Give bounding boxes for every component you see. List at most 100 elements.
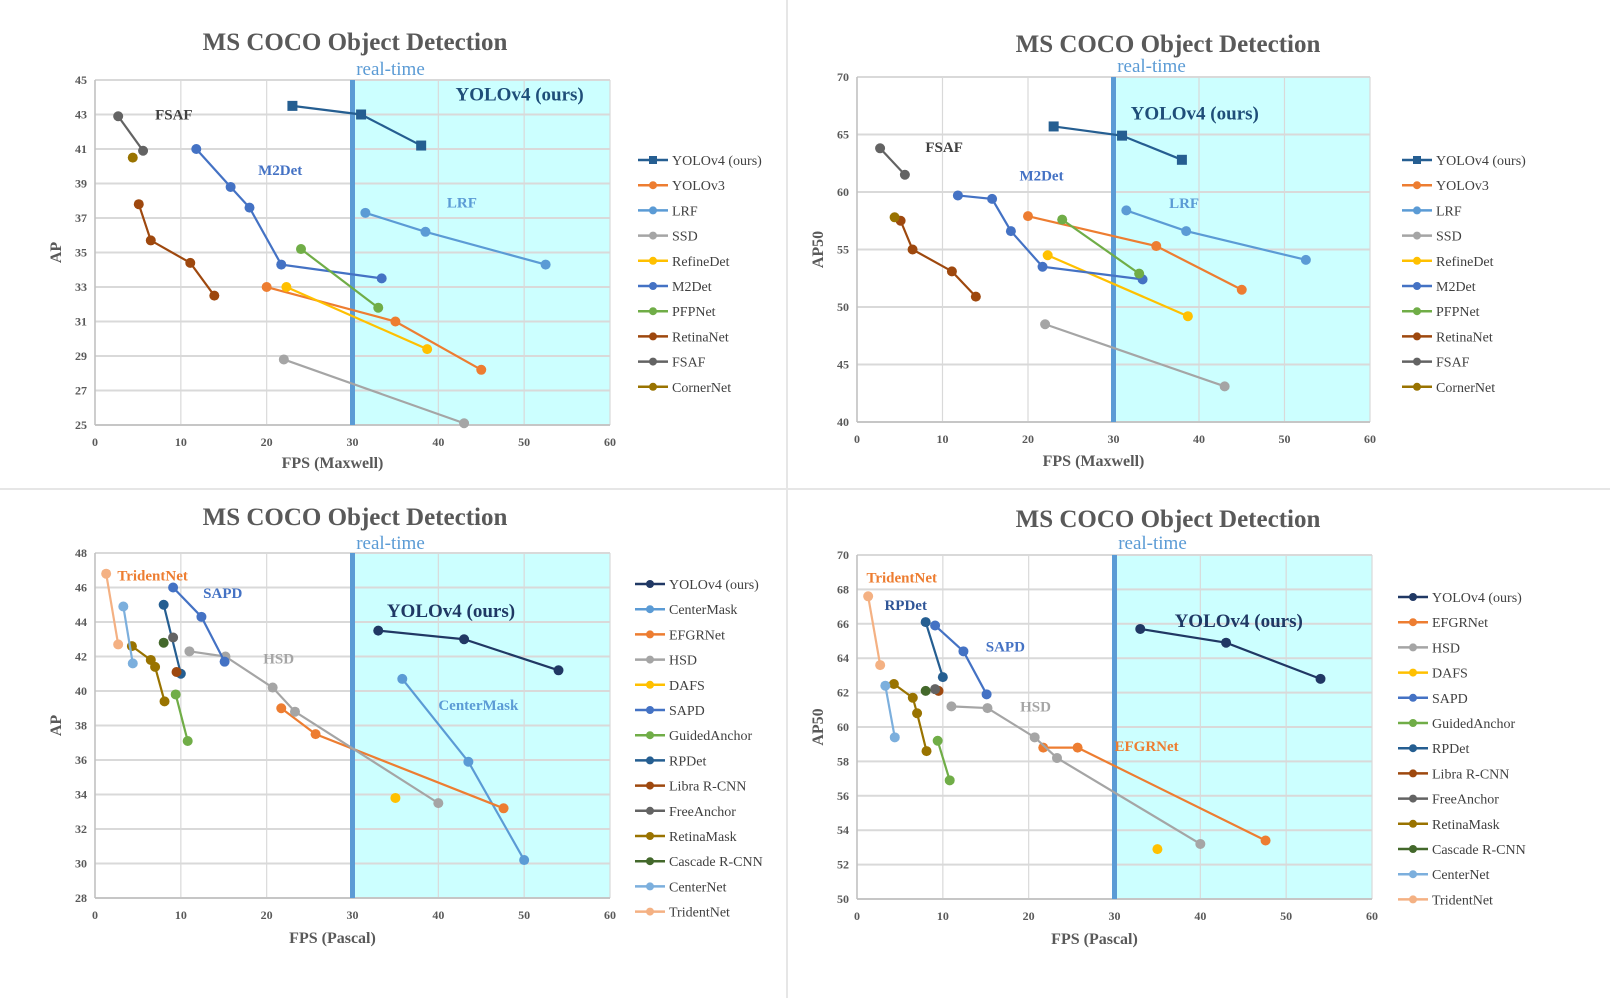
data-point-hsd (1195, 838, 1206, 849)
legend-marker-cornernet (649, 382, 657, 391)
realtime-label: real-time (1118, 533, 1187, 554)
legend-label-retinamask[interactable]: RetinaMask (669, 830, 737, 845)
legend-marker-sapd (646, 706, 654, 714)
data-point-dafs (390, 792, 401, 803)
legend-label-hsd[interactable]: HSD (1432, 641, 1460, 656)
data-point-yolov3 (261, 282, 272, 292)
data-point-tridentnet (101, 568, 112, 579)
legend-label-cascade-r-cnn[interactable]: Cascade R-CNN (669, 855, 763, 870)
x-tick-label: 50 (518, 908, 530, 922)
data-point-guidedanchor (932, 735, 943, 746)
legend-label-dafs[interactable]: DAFS (669, 679, 705, 694)
legend-label-lrf[interactable]: LRF (672, 204, 698, 219)
data-point-hsd (1029, 732, 1040, 743)
legend-label-rpdet[interactable]: RPDet (669, 754, 706, 769)
legend-label-cornernet[interactable]: CornerNet (1436, 381, 1495, 396)
legend-marker-yolov3 (649, 181, 657, 190)
legend-label-m2det[interactable]: M2Det (1436, 280, 1476, 295)
legend-label-yolov4-ours[interactable]: YOLOv4 (ours) (669, 578, 759, 593)
legend-label-retinanet[interactable]: RetinaNet (672, 330, 729, 345)
legend-label-tridentnet[interactable]: TridentNet (669, 906, 730, 921)
data-point-rpdet (158, 599, 169, 610)
legend-label-m2det[interactable]: M2Det (672, 280, 712, 295)
legend-label-centermask[interactable]: CenterMask (669, 603, 737, 618)
legend-label-freeanchor[interactable]: FreeAnchor (1432, 793, 1499, 808)
legend-label-pfpnet[interactable]: PFPNet (672, 305, 716, 320)
data-point-yolov4-ours (416, 140, 427, 151)
x-tick-label: 10 (937, 432, 949, 446)
legend-label-yolov4-ours[interactable]: YOLOv4 (ours) (1436, 154, 1526, 169)
y-tick-label: 45 (75, 73, 87, 87)
legend-label-efgrnet[interactable]: EFGRNet (669, 628, 725, 643)
y-tick-label: 30 (75, 857, 87, 871)
series-line-refinedet (285, 285, 428, 351)
x-tick-label: 40 (432, 435, 444, 449)
data-point-yolov3 (1023, 211, 1033, 222)
legend-marker-tridentnet (1409, 895, 1417, 904)
legend-label-efgrnet[interactable]: EFGRNet (1432, 616, 1488, 631)
legend-label-yolov4-ours[interactable]: YOLOv4 (ours) (1432, 591, 1522, 606)
legend-label-dafs[interactable]: DAFS (1432, 667, 1468, 682)
annotation-label: M2Det (258, 163, 302, 179)
legend-label-centernet[interactable]: CenterNet (669, 880, 727, 895)
data-point-retinamask (888, 679, 899, 689)
data-point-refinedet (1182, 311, 1193, 322)
legend-label-tridentnet[interactable]: TridentNet (1432, 893, 1493, 908)
legend-label-refinedet[interactable]: RefineDet (672, 255, 730, 270)
legend-marker-dafs (646, 680, 654, 689)
legend-label-ssd[interactable]: SSD (672, 230, 698, 245)
legend-label-guidedanchor[interactable]: GuidedAnchor (1432, 717, 1516, 732)
legend-label-libra-r-cnn[interactable]: Libra R-CNN (1432, 767, 1509, 782)
data-point-centernet (127, 658, 138, 669)
y-tick-label: 55 (837, 243, 849, 257)
x-tick-label: 60 (1366, 909, 1378, 923)
realtime-label: real-time (1117, 56, 1186, 77)
legend-label-fsaf[interactable]: FSAF (1436, 356, 1470, 371)
legend-label-cornernet[interactable]: CornerNet (672, 381, 731, 396)
legend-label-centernet[interactable]: CenterNet (1432, 868, 1490, 883)
x-tick-label: 50 (1279, 432, 1291, 446)
legend-label-cascade-r-cnn[interactable]: Cascade R-CNN (1432, 843, 1526, 858)
legend-marker-centernet (646, 882, 654, 891)
data-point-retinamask (150, 661, 161, 672)
legend-marker-efgrnet (1409, 618, 1417, 627)
data-point-retinanet (946, 266, 957, 277)
x-tick-label: 10 (937, 909, 949, 923)
y-tick-label: 37 (75, 211, 87, 225)
legend-label-retinamask[interactable]: RetinaMask (1432, 818, 1500, 833)
legend-label-retinanet[interactable]: RetinaNet (1436, 330, 1493, 345)
y-tick-label: 38 (75, 719, 87, 733)
y-tick-label: 40 (75, 684, 87, 698)
x-tick-label: 30 (347, 435, 359, 449)
legend-label-lrf[interactable]: LRF (1436, 204, 1462, 219)
legend-label-hsd[interactable]: HSD (669, 654, 697, 669)
legend-marker-tridentnet (646, 907, 654, 916)
data-point-dafs (1152, 844, 1163, 855)
y-tick-label: 46 (75, 581, 87, 595)
legend-label-guidedanchor[interactable]: GuidedAnchor (669, 729, 753, 744)
x-tick-label: 20 (1022, 432, 1034, 446)
chart-pascal-ap: 28 30 32 34 36 38 40 42 44 46 48 0 10 20 30 40 50 60 MS CO… (48, 504, 763, 947)
y-tick-label: 68 (837, 582, 849, 596)
annotation-label: TridentNet (866, 571, 937, 587)
annotation-label: LRF (1169, 196, 1199, 212)
series-line-tridentnet (105, 573, 120, 645)
legend-label-fsaf[interactable]: FSAF (672, 356, 706, 371)
legend-label-yolov3[interactable]: YOLOv3 (672, 179, 725, 194)
x-tick-label: 30 (1108, 432, 1120, 446)
legend-label-yolov3[interactable]: YOLOv3 (1436, 179, 1489, 194)
legend-marker-yolov4-ours (1409, 593, 1417, 601)
legend-label-freeanchor[interactable]: FreeAnchor (669, 805, 736, 820)
legend-label-refinedet[interactable]: RefineDet (1436, 255, 1494, 270)
legend-label-pfpnet[interactable]: PFPNet (1436, 305, 1480, 320)
legend-label-libra-r-cnn[interactable]: Libra R-CNN (669, 780, 746, 795)
data-point-yolov4-ours (1135, 623, 1146, 634)
legend-label-ssd[interactable]: SSD (1436, 230, 1462, 245)
legend-label-sapd[interactable]: SAPD (669, 704, 705, 719)
legend-label-yolov4-ours[interactable]: YOLOv4 (ours) (672, 154, 762, 169)
data-point-tridentnet (875, 660, 886, 671)
legend-label-rpdet[interactable]: RPDet (1432, 742, 1469, 757)
legend-label-sapd[interactable]: SAPD (1432, 692, 1468, 707)
data-point-m2det (276, 259, 287, 270)
data-point-yolov3 (476, 364, 487, 375)
